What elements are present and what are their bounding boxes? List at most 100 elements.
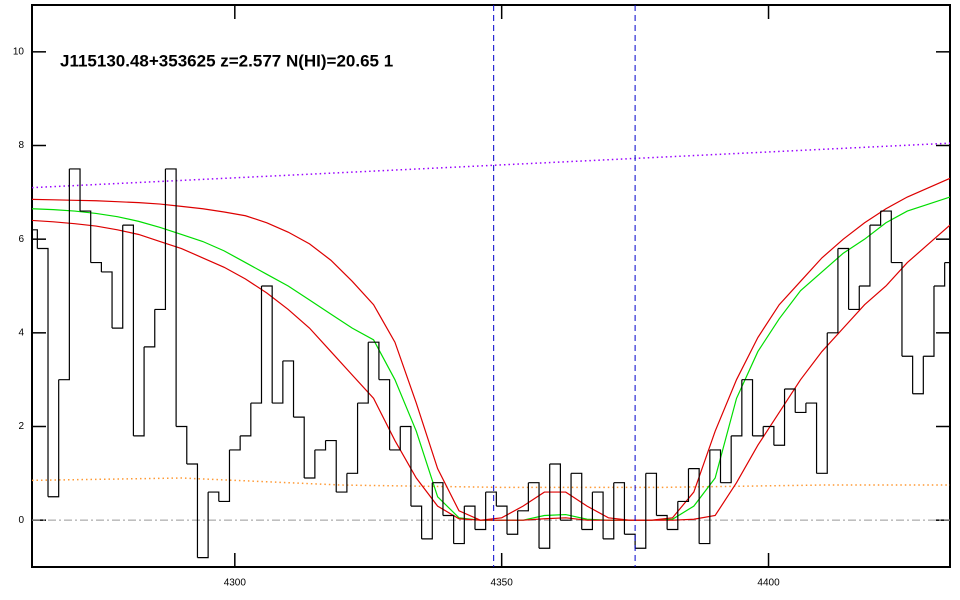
flux-step [314,440,327,451]
flux-step [485,491,497,507]
flux-step [709,449,722,483]
flux-step [389,426,401,451]
flux-step [827,248,839,334]
flux-step [613,482,626,535]
flux-step [32,229,38,249]
y-tick-label: 2 [18,421,24,432]
chart-title: J115130.48+353625 z=2.577 N(HI)=20.65 1 [60,51,393,70]
flux-step [603,482,615,540]
flux-step [869,211,882,226]
flux-step [635,473,647,549]
flux-step [432,482,444,516]
flux-step [784,388,796,413]
y-tick-label: 4 [18,327,24,338]
flux-step [464,505,476,530]
model-line [32,219,950,521]
y-tick-label: 6 [18,234,24,245]
flux-step [763,425,775,446]
flux-step [165,168,177,427]
flux-step [186,463,199,558]
model-line [32,196,950,521]
flux-step [795,403,807,414]
flux-step [293,416,305,479]
flux-step [218,449,231,503]
flux-step [699,449,711,545]
flux-step [880,210,892,263]
flux-step [549,463,561,521]
plot-frame [31,4,951,568]
y-tick-label: 10 [13,46,25,57]
flux-step [592,491,604,539]
flux-step [581,492,594,531]
flux-step [304,449,316,479]
flux-step [154,168,167,311]
flux-step [645,472,658,516]
error-line [32,477,950,489]
flux-step [144,309,156,348]
flux-step [325,439,337,493]
flux-step [421,482,433,540]
continuum-line [32,142,950,189]
flux-step [90,261,102,272]
flux-step [58,168,70,381]
flux-step [560,473,572,521]
flux-step [667,501,679,531]
flux-step [731,379,743,437]
flux-step [496,505,508,535]
flux-step [507,510,519,535]
flux-step [37,247,49,497]
y-tick-label: 0 [18,515,24,526]
x-tick-label: 4350 [491,578,514,589]
flux-step [923,286,935,357]
flux-step [80,210,92,263]
flux-step [773,389,786,446]
flux-step [571,472,583,530]
flux-step [48,379,60,498]
flux-step [229,435,241,451]
flux-step [517,482,529,512]
flux-step [933,262,946,287]
flux-step [69,168,81,212]
flux-step [378,379,391,450]
x-tick-label: 4300 [224,578,247,589]
flux-step [272,360,284,404]
flux-step [752,426,764,437]
flux-step [539,463,551,549]
flux-step [197,492,209,559]
flux-step [336,473,348,493]
flux-step [474,492,487,531]
flux-step [133,346,145,437]
flux-step [688,468,700,544]
flux-step [848,286,860,311]
flux-step [528,482,540,549]
flux-step [346,403,359,474]
model-line [32,177,950,521]
flux-step [261,285,273,404]
flux-step [101,271,113,329]
flux-step [442,514,455,544]
flux-step [240,403,252,437]
flux-step [112,225,124,329]
flux-step [282,360,295,418]
flux-step [720,435,732,484]
flux-step [357,342,369,404]
flux-step [250,286,263,404]
flux-step [859,225,871,287]
flux-step [410,505,423,539]
flux-step [122,224,135,436]
flux-step [837,247,850,310]
flux-step [816,332,828,474]
flux-step [891,261,903,357]
flux-step [368,341,380,380]
flux-step [656,514,668,530]
y-tick-label: 8 [18,140,24,151]
x-tick-label: 4400 [757,578,780,589]
flux-step [453,506,465,545]
flux-step [901,355,914,394]
flux-step [805,402,818,474]
flux-step [176,425,188,464]
flux-step [677,468,690,503]
flux-step [912,356,924,395]
